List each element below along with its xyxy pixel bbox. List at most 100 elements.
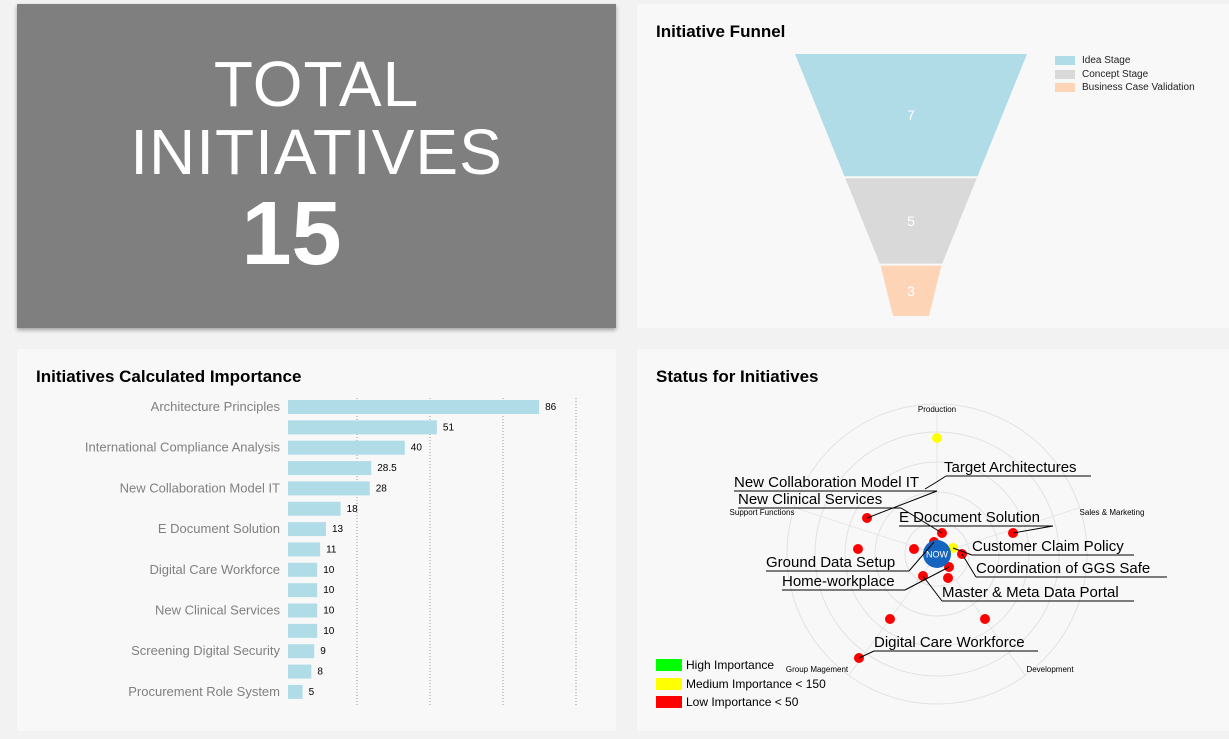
funnel-segment [880, 265, 942, 316]
bar-value-label: 9 [320, 646, 326, 657]
legend-swatch-high [656, 659, 682, 671]
importance-bar [288, 440, 405, 455]
bar-value-label: 11 [326, 544, 337, 555]
initiative-label: New Collaboration Model IT [734, 474, 919, 491]
importance-bar [288, 420, 437, 435]
funnel-legend-item: Concept Stage [1055, 69, 1148, 80]
initiative-label: New Clinical Services [738, 491, 882, 508]
importance-bar [288, 461, 372, 476]
funnel-legend-item: Idea Stage [1055, 55, 1130, 66]
legend-high-importance: High Importance [656, 658, 774, 672]
funnel-value-label: 3 [907, 283, 915, 299]
initiative-label: Digital Care Workforce [874, 634, 1025, 651]
funnel-segment [795, 54, 1027, 177]
bar-value-label: 10 [323, 565, 335, 576]
callout-leader [952, 547, 973, 556]
bar-value-label: 10 [323, 585, 335, 596]
bar-value-label: 8 [317, 667, 323, 678]
callout-leader [866, 490, 938, 519]
funnel-segment [845, 178, 977, 264]
importance-bar [288, 583, 318, 598]
legend-label-high: High Importance [686, 658, 775, 672]
funnel-legend-swatch [1055, 69, 1075, 79]
funnel-value-label: 5 [907, 213, 915, 229]
importance-bar [288, 542, 321, 557]
bar-category-label: Procurement Role System [128, 684, 280, 699]
importance-bar [288, 603, 318, 618]
funnel-legend-label: Concept Stage [1082, 68, 1149, 80]
importance-bar [288, 481, 370, 496]
importance-title: Initiatives Calculated Importance [36, 367, 302, 386]
total-initiatives-count: 15 [241, 184, 342, 284]
funnel-title: Initiative Funnel [656, 22, 786, 41]
legend-label-medium: Medium Importance < 150 [686, 677, 826, 691]
total-initiatives-label: TOTAL INITIATIVES [130, 48, 503, 188]
legend-low-importance: Low Importance < 50 [656, 695, 798, 709]
bar-category-label: E Document Solution [158, 521, 280, 536]
bar-value-label: 40 [411, 443, 423, 454]
total-initiatives-card: TOTAL INITIATIVES 15 [17, 4, 616, 328]
bar-value-label: 10 [323, 626, 335, 637]
bar-category-label: New Collaboration Model IT [120, 480, 280, 495]
callout-leader [904, 566, 950, 591]
initiative-label: E Document Solution [899, 509, 1040, 526]
callout-leader [1012, 525, 1054, 534]
importance-bar [288, 562, 318, 577]
callout-leader [908, 541, 935, 572]
callout-leader [924, 475, 947, 490]
importance-panel: Initiatives Calculated Importance 86 Arch… [17, 349, 616, 731]
importance-bar [288, 522, 326, 537]
importance-bar [288, 684, 303, 699]
funnel-legend-swatch [1055, 56, 1075, 65]
bar-category-label: Architecture Principles [151, 399, 281, 414]
bar-value-label: 28.5 [377, 463, 397, 474]
funnel-legend-label: Business Case Validation [1082, 82, 1195, 93]
initiative-label: Coordination of GGS Safe [976, 560, 1150, 577]
bar-value-label: 5 [309, 687, 315, 698]
importance-bar [288, 623, 318, 638]
callout-leader [922, 575, 943, 602]
radar-sector-label: Group Magement [786, 665, 849, 674]
initiative-dot [885, 614, 895, 624]
initiative-label: Target Architectures [944, 459, 1077, 476]
callout-leader [961, 553, 977, 578]
importance-bar [288, 400, 540, 414]
bar-value-label: 86 [545, 402, 557, 413]
radar-sector-label: Production [918, 405, 956, 414]
status-panel: Status for Initiatives Production Sales &… [637, 349, 1229, 731]
radar-axis [936, 507, 1080, 555]
initiative-label: Master & Meta Data Portal [942, 584, 1119, 601]
bar-value-label: 10 [323, 606, 335, 617]
funnel-legend-item: Business Case Validation [1055, 82, 1195, 93]
initiative-label: Customer Claim Policy [972, 538, 1124, 555]
legend-swatch-low [656, 696, 682, 708]
initiative-label: Ground Data Setup [766, 554, 895, 571]
radar-sector-label: Support Functions [730, 508, 795, 517]
importance-bar [288, 501, 341, 516]
bar-category-label: International Compliance Analysis [85, 440, 281, 455]
callout-leader [858, 650, 875, 659]
bar-category-label: Digital Care Workforce [149, 562, 280, 577]
status-title: Status for Initiatives [656, 367, 819, 386]
initiative-label: Home-workplace [782, 573, 895, 590]
callout-leader [900, 507, 943, 534]
initiative-dot [853, 544, 863, 554]
bar-category-label: Screening Digital Security [131, 643, 280, 658]
legend-swatch-medium [656, 678, 682, 690]
importance-bar-chart: 86 Architecture Principles 51 40 Internation… [85, 398, 577, 706]
now-center-label: NOW [926, 550, 949, 560]
funnel-legend-label: Idea Stage [1082, 55, 1131, 66]
initiative-dot [932, 433, 942, 443]
funnel-chart: 7 5 3 [795, 54, 1027, 316]
funnel-legend-swatch [1055, 83, 1075, 92]
funnel-panel: Initiative Funnel 7 5 3 Idea Stage Concept … [637, 4, 1229, 328]
importance-bar [288, 644, 315, 659]
bar-value-label: 51 [443, 422, 455, 433]
importance-bar [288, 664, 312, 679]
legend-medium-importance: Medium Importance < 150 [656, 677, 826, 691]
bar-value-label: 13 [332, 524, 344, 535]
radar-sector-label: Development [1026, 665, 1074, 674]
status-radar-chart: Production Sales & Marketing Development Gr… [730, 403, 1167, 705]
radar-axis [936, 553, 1026, 676]
legend-label-low: Low Importance < 50 [686, 695, 799, 709]
